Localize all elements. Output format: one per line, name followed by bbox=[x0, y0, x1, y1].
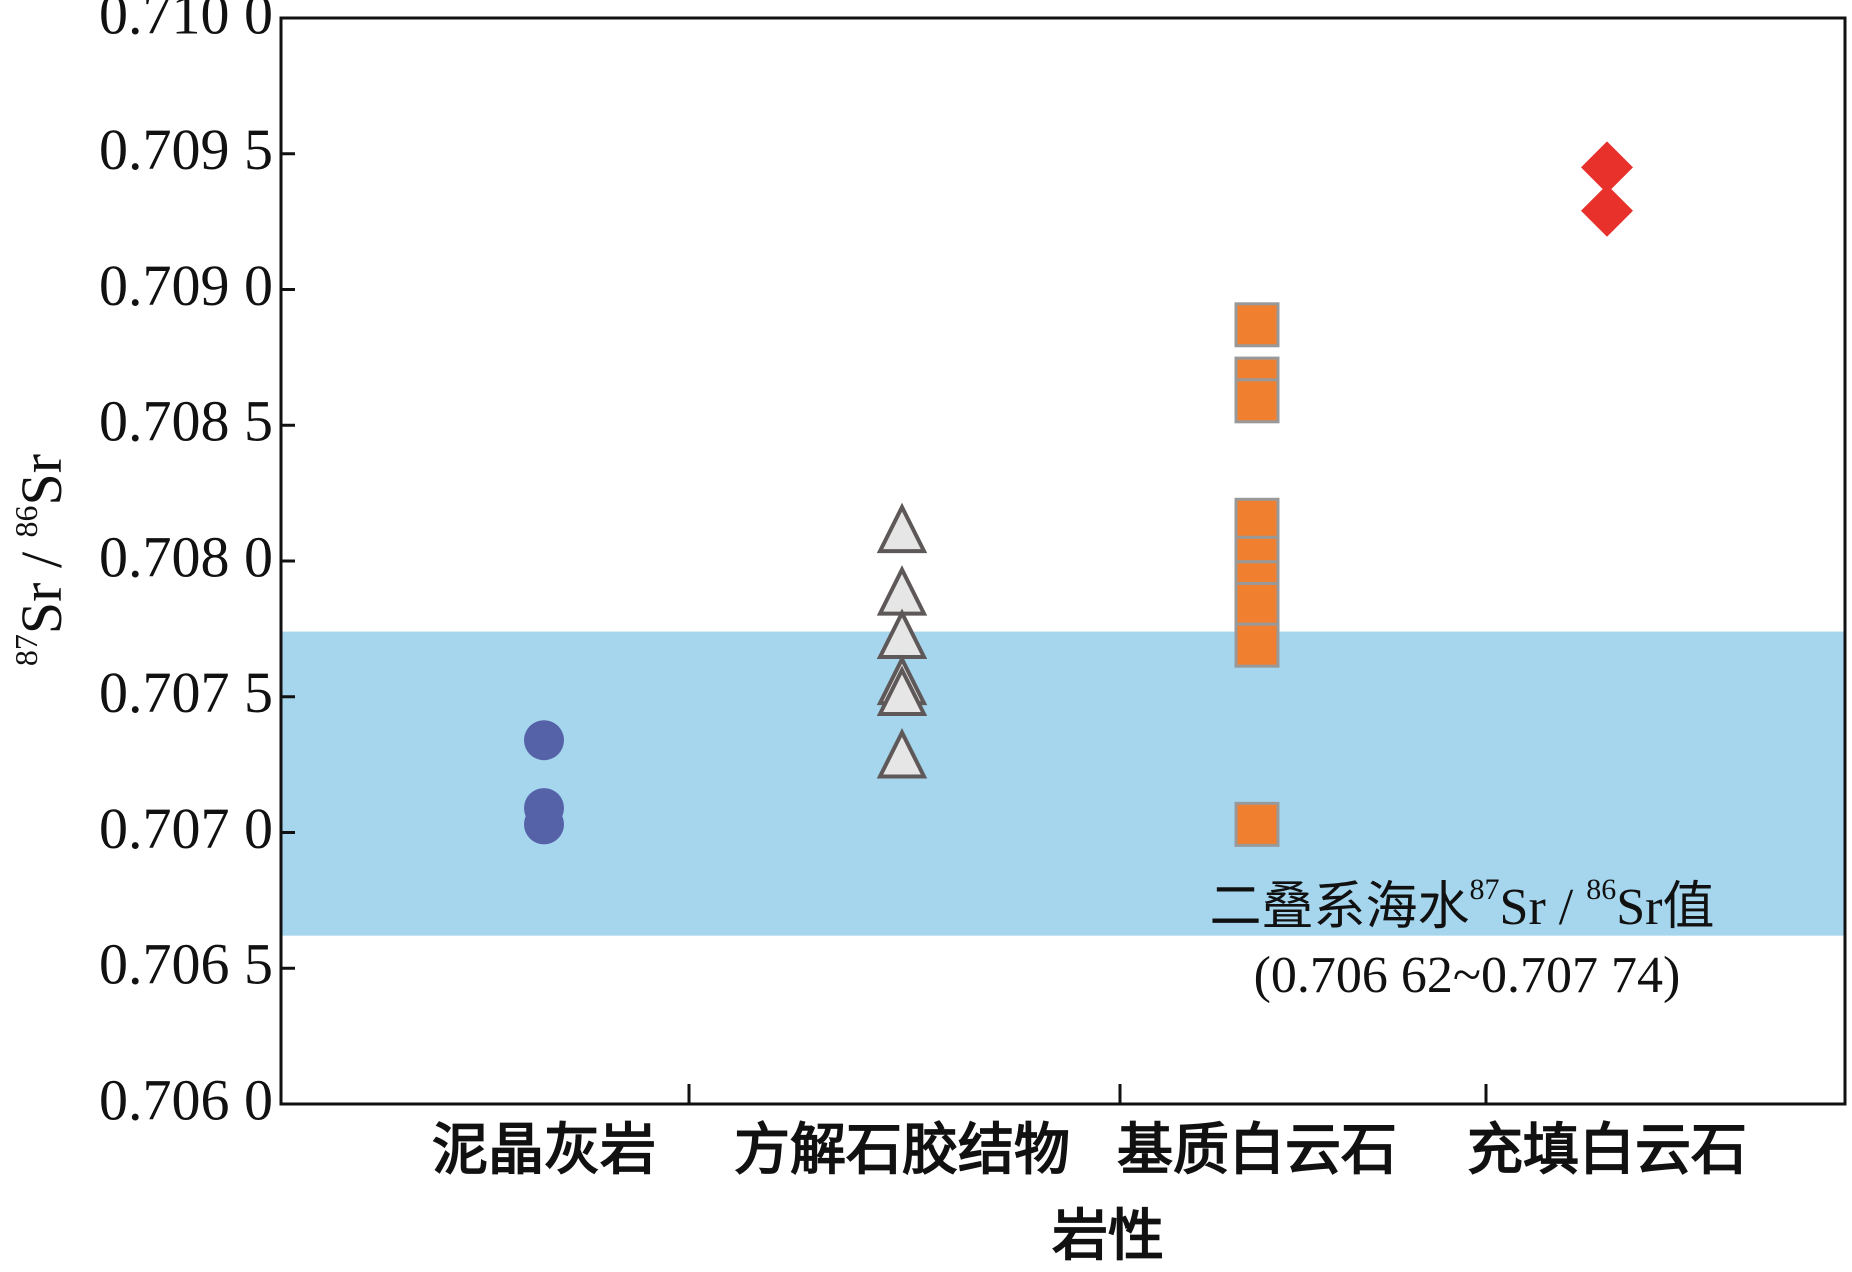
point bbox=[876, 502, 928, 554]
point bbox=[1234, 622, 1280, 668]
x-axis-label: 岩性 bbox=[1052, 1204, 1164, 1269]
y-tick-label: 0.706 5 bbox=[99, 932, 273, 997]
sup: 87 bbox=[8, 634, 44, 666]
sup: 86 bbox=[1586, 873, 1616, 906]
y-tick-label: 0.707 5 bbox=[99, 660, 273, 725]
point bbox=[876, 665, 928, 717]
band-layer bbox=[281, 631, 1845, 936]
sup: 86 bbox=[8, 505, 44, 537]
point bbox=[524, 720, 564, 761]
x-tick-label: 基质白云石 bbox=[1117, 1118, 1397, 1183]
seawater-band bbox=[281, 631, 1845, 936]
point bbox=[876, 728, 928, 779]
point bbox=[1581, 141, 1633, 194]
band-sublabel: (0.706 62~0.707 74) bbox=[1254, 947, 1681, 1004]
y-tick-label: 0.709 5 bbox=[99, 117, 273, 182]
y-tick-label: 0.707 0 bbox=[99, 796, 273, 861]
point bbox=[876, 565, 928, 616]
point bbox=[1234, 581, 1280, 627]
y-axis-label: 87Sr / 86Sr bbox=[8, 454, 74, 666]
y-tick-label: 0.710 0 bbox=[99, 0, 273, 46]
x-tick-label: 方解石胶结物 bbox=[734, 1118, 1070, 1183]
x-tick-label: 泥晶灰岩 bbox=[432, 1118, 656, 1183]
sup: 87 bbox=[1470, 873, 1500, 906]
band-label-part: Sr / bbox=[1500, 879, 1587, 936]
x-tick-label: 充填白云石 bbox=[1467, 1118, 1747, 1183]
point bbox=[1581, 184, 1633, 237]
y-tick-label: 0.709 0 bbox=[99, 253, 273, 318]
y-tick-label: 0.706 0 bbox=[99, 1067, 273, 1132]
mark-layer bbox=[524, 141, 1633, 847]
band-label-part: 二叠系海水 bbox=[1210, 879, 1470, 936]
point bbox=[1234, 378, 1280, 424]
y-tick-label: 0.708 0 bbox=[99, 524, 273, 589]
band-label: 二叠系海水87Sr / 86Sr值 bbox=[1210, 873, 1715, 936]
point bbox=[1234, 302, 1280, 348]
band-label-part: Sr值 bbox=[1616, 879, 1714, 936]
ylabel-part: Sr bbox=[9, 454, 74, 506]
point bbox=[1234, 801, 1280, 847]
point bbox=[524, 804, 564, 845]
y-tick-label: 0.708 5 bbox=[99, 389, 273, 454]
ylabel-part: Sr / bbox=[9, 537, 74, 634]
point bbox=[1234, 497, 1280, 543]
